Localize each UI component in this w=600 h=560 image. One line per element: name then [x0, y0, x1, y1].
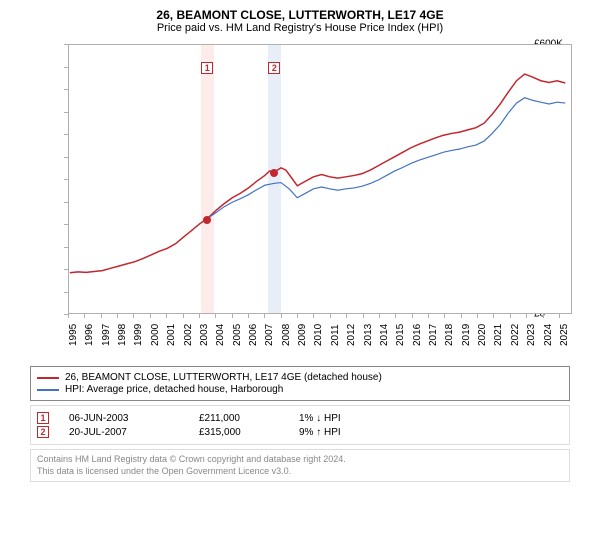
sale-row-marker: 1 [37, 412, 49, 424]
series-property [70, 74, 565, 273]
legend-item: HPI: Average price, detached house, Harb… [37, 384, 563, 395]
x-tick-label: 2007 [264, 324, 275, 346]
x-tick-label: 1998 [117, 324, 128, 346]
sale-price: £211,000 [199, 413, 279, 424]
x-tick-label: 2002 [183, 324, 194, 346]
sale-marker-box: 1 [201, 62, 213, 74]
x-tick-label: 2012 [346, 324, 357, 346]
x-tick-label: 2009 [297, 324, 308, 346]
sale-date: 06-JUN-2003 [69, 413, 179, 424]
series-hpi [207, 98, 565, 219]
x-tick-label: 2023 [526, 324, 537, 346]
sale-delta: 9% ↑ HPI [299, 427, 341, 438]
sale-row-marker: 2 [37, 426, 49, 438]
x-tick-label: 1997 [101, 324, 112, 346]
x-tick-label: 2014 [379, 324, 390, 346]
x-tick-label: 2011 [330, 324, 341, 346]
x-tick-label: 2015 [395, 324, 406, 346]
sale-row: 2 20-JUL-2007 £315,000 9% ↑ HPI [37, 426, 563, 438]
x-tick-label: 2001 [166, 324, 177, 346]
footer-line-2: This data is licensed under the Open Gov… [37, 466, 563, 478]
sale-marker-box: 2 [268, 62, 280, 74]
x-tick-label: 2005 [232, 324, 243, 346]
x-tick-label: 2006 [248, 324, 259, 346]
plot-area: 12 [68, 44, 572, 314]
sale-date: 20-JUL-2007 [69, 427, 179, 438]
x-tick-label: 2019 [461, 324, 472, 346]
legend-swatch [37, 377, 59, 379]
sale-marker-dot [203, 216, 211, 224]
legend-swatch [37, 389, 59, 391]
sale-marker-dot [270, 169, 278, 177]
x-tick-label: 1999 [133, 324, 144, 346]
footer-line-1: Contains HM Land Registry data © Crown c… [37, 454, 563, 466]
legend-label: HPI: Average price, detached house, Harb… [65, 384, 283, 395]
x-tick-label: 2024 [543, 324, 554, 346]
chart-lines [69, 45, 571, 313]
x-tick-label: 1996 [84, 324, 95, 346]
x-tick-label: 2008 [281, 324, 292, 346]
legend: 26, BEAMONT CLOSE, LUTTERWORTH, LE17 4GE… [30, 366, 570, 401]
x-tick-label: 2020 [477, 324, 488, 346]
x-tick-label: 2018 [444, 324, 455, 346]
sale-delta: 1% ↓ HPI [299, 413, 341, 424]
chart-subtitle: Price paid vs. HM Land Registry's House … [8, 22, 592, 34]
sales-table: 1 06-JUN-2003 £211,000 1% ↓ HPI 2 20-JUL-2007… [30, 405, 570, 445]
legend-item: 26, BEAMONT CLOSE, LUTTERWORTH, LE17 4GE… [37, 372, 563, 383]
x-tick-label: 2021 [493, 324, 504, 346]
x-tick-label: 2025 [559, 324, 570, 346]
chart-title: 26, BEAMONT CLOSE, LUTTERWORTH, LE17 4GE [8, 8, 592, 22]
sale-row: 1 06-JUN-2003 £211,000 1% ↓ HPI [37, 412, 563, 424]
legend-label: 26, BEAMONT CLOSE, LUTTERWORTH, LE17 4GE… [65, 372, 382, 383]
chart-container: £0£50K£100K£150K£200K£250K£300K£350K£400… [20, 40, 580, 360]
x-tick-label: 2010 [313, 324, 324, 346]
x-tick-label: 2003 [199, 324, 210, 346]
x-tick-label: 2000 [150, 324, 161, 346]
x-tick-label: 2013 [363, 324, 374, 346]
footer-attribution: Contains HM Land Registry data © Crown c… [30, 449, 570, 482]
x-tick-label: 1995 [68, 324, 79, 346]
sale-price: £315,000 [199, 427, 279, 438]
x-tick-label: 2022 [510, 324, 521, 346]
x-tick-label: 2004 [215, 324, 226, 346]
x-tick-label: 2017 [428, 324, 439, 346]
x-tick-label: 2016 [412, 324, 423, 346]
